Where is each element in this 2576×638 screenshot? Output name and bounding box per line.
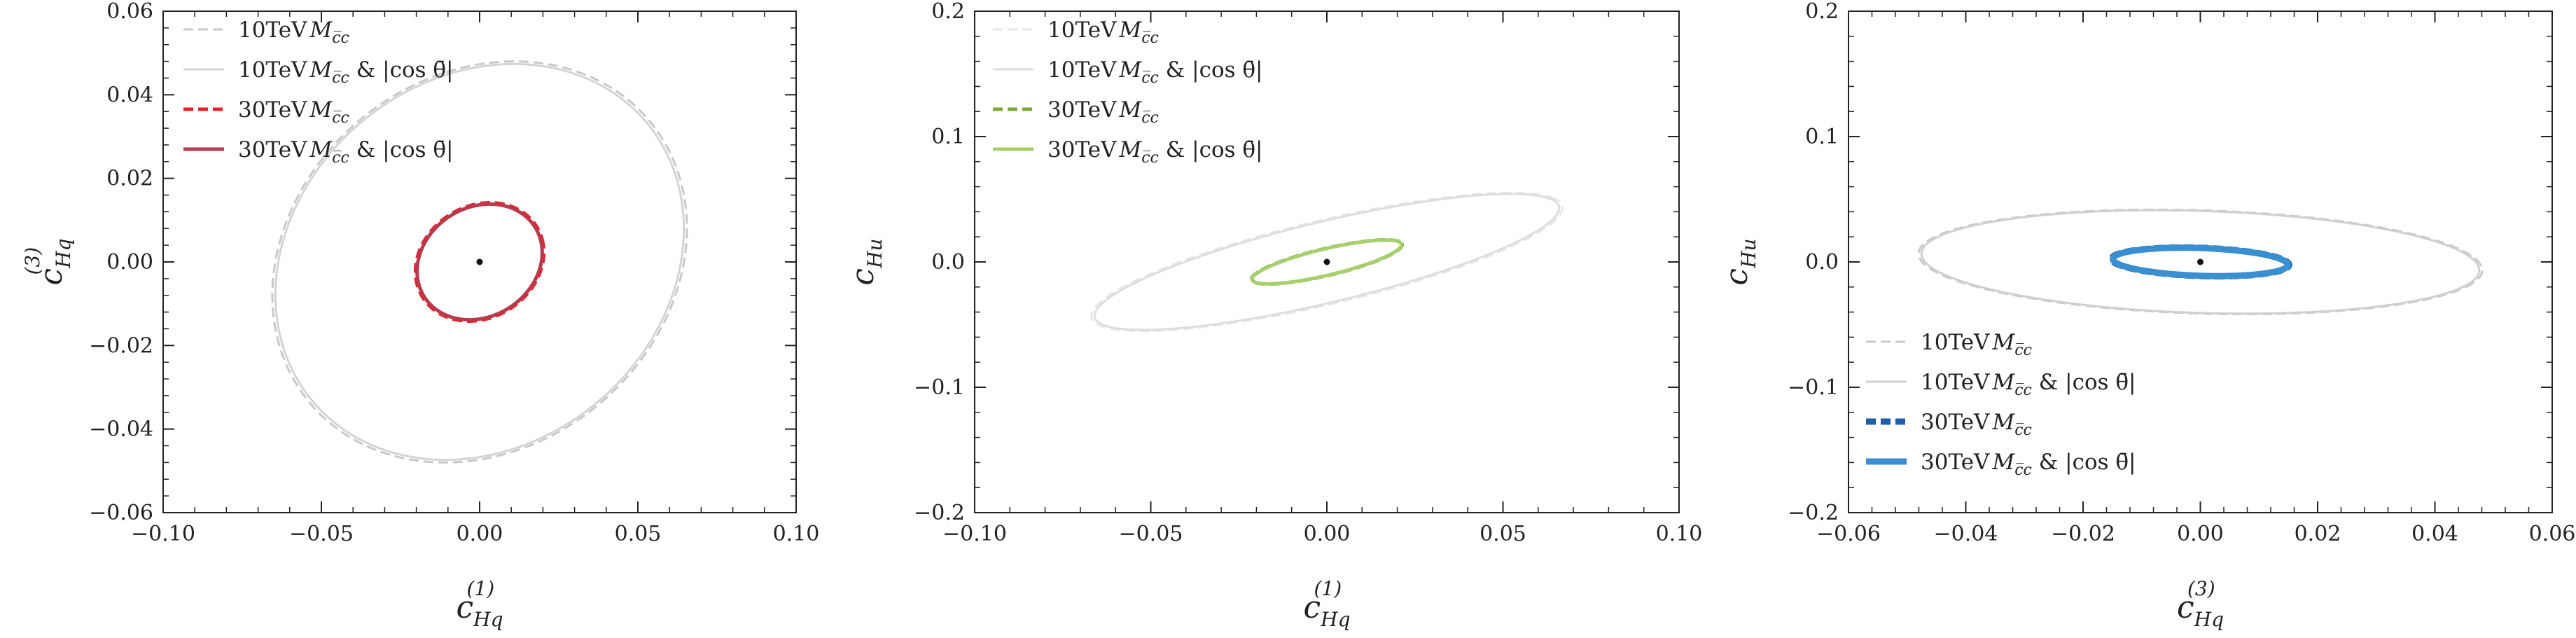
series-ellipse-1 bbox=[1090, 191, 1564, 333]
y-axis-label: cHu bbox=[1719, 238, 1760, 285]
legend-label: 30TeV Mc̅c & |cos θ̄| bbox=[238, 137, 454, 167]
panel-3: −0.06 −0.04 −0.02 0.00 0.02 0.04 0.06 −0.2 −0.1 0… bbox=[1719, 0, 2575, 631]
x-tick-label: 0.02 bbox=[2295, 522, 2341, 546]
x-tick-label: −0.05 bbox=[289, 522, 354, 546]
legend-label: 30TeV Mc̅c bbox=[238, 97, 349, 127]
panel-1: −0.10 −0.05 0.00 0.05 0.10 −0.06 −0.04 −0.02 0.0… bbox=[21, 0, 819, 631]
y-tick-label: −0.1 bbox=[1788, 375, 1839, 400]
y-tick-label: −0.2 bbox=[1788, 501, 1839, 525]
x-tick-label: 0.00 bbox=[2177, 522, 2224, 546]
legend-label: 30TeV Mc̅c & |cos θ̄| bbox=[1921, 450, 2136, 479]
series-ellipse-4 bbox=[415, 202, 544, 322]
legend: 10TeV Mc̅c 10TeV Mc̅c & |cos θ̄| 30TeV Mc̅c 30… bbox=[993, 18, 1263, 167]
y-tick-label: −0.04 bbox=[89, 417, 153, 442]
y-tick-label: 0.2 bbox=[931, 0, 965, 24]
x-tick-label: 0.00 bbox=[1304, 522, 1351, 546]
legend: 10TeV Mc̅c 10TeV Mc̅c & |cos θ̄| 30TeV Mc̅c 30… bbox=[183, 18, 454, 167]
x-tick-label: 0.10 bbox=[773, 522, 820, 546]
y-tick-label: 0.02 bbox=[106, 167, 153, 191]
y-tick-label: 0.1 bbox=[1805, 125, 1839, 149]
y-tick-label: 0.00 bbox=[106, 250, 153, 275]
x-tick-label: 0.06 bbox=[2529, 522, 2576, 546]
legend-label: 30TeV Mc̅c bbox=[1047, 97, 1159, 127]
series-ellipse-1 bbox=[271, 60, 688, 464]
y-tick-label: 0.2 bbox=[1805, 0, 1839, 24]
legend-label: 10TeV Mc̅c bbox=[238, 18, 349, 47]
x-tick-label: −0.02 bbox=[2051, 522, 2115, 546]
x-axis-label: cHq(1) bbox=[1304, 577, 1351, 631]
x-tick-label: 0.04 bbox=[2411, 522, 2458, 546]
x-tick-label: −0.06 bbox=[1816, 522, 1881, 546]
y-tick-label: 0.04 bbox=[106, 83, 153, 107]
x-axis-label: cHq(1) bbox=[457, 577, 503, 631]
y-axis-label: cHu bbox=[845, 238, 886, 285]
y-tick-label: −0.2 bbox=[914, 501, 965, 525]
legend: 10TeV Mc̅c 10TeV Mc̅c & |cos θ̄| 30TeV Mc̅c 30… bbox=[1866, 330, 2136, 479]
x-tick-label: 0.05 bbox=[615, 522, 662, 546]
series-ellipse-2 bbox=[1920, 209, 2481, 315]
legend-label: 10TeV Mc̅c bbox=[1047, 18, 1159, 47]
legend-label: 30TeV Mc̅c bbox=[1921, 410, 2032, 439]
x-tick-label: −0.05 bbox=[1119, 522, 1183, 546]
y-tick-label: 0.0 bbox=[931, 250, 965, 275]
y-tick-label: 0.1 bbox=[931, 125, 965, 149]
best-fit-point bbox=[1323, 258, 1330, 265]
legend-label: 10TeV Mc̅c & |cos θ̄| bbox=[1921, 370, 2136, 399]
y-axis-label: cHq(3) bbox=[21, 239, 75, 286]
x-tick-label: 0.05 bbox=[1480, 522, 1526, 546]
x-tick-label: 0.00 bbox=[457, 522, 503, 546]
y-tick-label: 0.0 bbox=[1805, 250, 1839, 275]
x-tick-label: −0.10 bbox=[131, 522, 195, 546]
legend-label: 10TeV Mc̅c & |cos θ̄| bbox=[1047, 57, 1263, 87]
x-axis-label: cHq(3) bbox=[2177, 577, 2224, 631]
panel-2: −0.10 −0.05 0.00 0.05 0.10 −0.2 −0.1 0.0 0.1 0.2 c… bbox=[845, 0, 1702, 631]
best-fit-point bbox=[2197, 258, 2203, 265]
series-ellipse-4 bbox=[1250, 238, 1404, 286]
x-tick-label: −0.10 bbox=[942, 522, 1007, 546]
series-ellipse-2 bbox=[274, 62, 685, 462]
y-tick-label: −0.1 bbox=[914, 375, 965, 400]
series-ellipse-4 bbox=[2109, 244, 2292, 279]
x-tick-label: 0.10 bbox=[1656, 522, 1703, 546]
x-tick-label: −0.04 bbox=[1934, 522, 1998, 546]
best-fit-point bbox=[476, 258, 483, 265]
y-tick-label: 0.06 bbox=[106, 0, 153, 24]
y-tick-label: −0.06 bbox=[89, 501, 153, 525]
series-ellipse-2 bbox=[1093, 193, 1561, 331]
y-tick-label: −0.02 bbox=[89, 333, 153, 358]
legend-label: 10TeV Mc̅c & |cos θ̄| bbox=[238, 57, 454, 87]
legend-label: 30TeV Mc̅c & |cos θ̄| bbox=[1047, 137, 1263, 167]
legend-label: 10TeV Mc̅c bbox=[1921, 330, 2032, 359]
